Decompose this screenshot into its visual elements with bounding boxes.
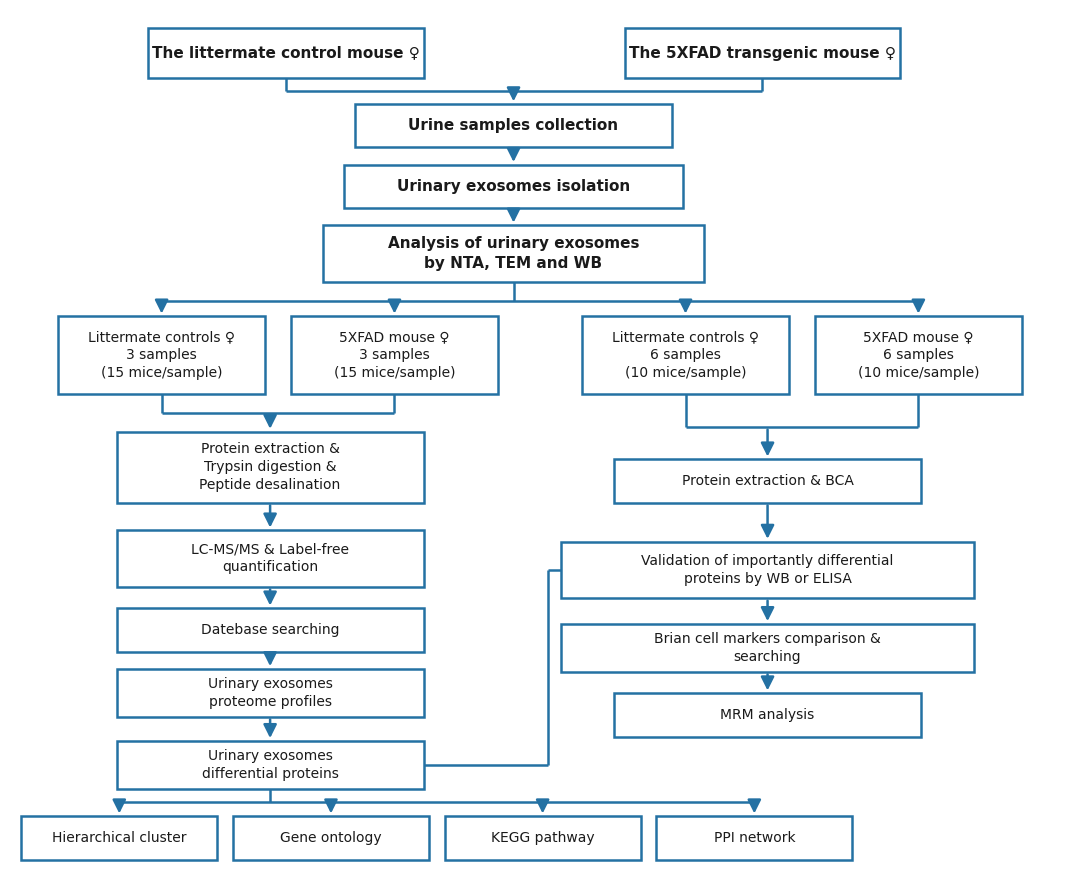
FancyBboxPatch shape [22,816,217,859]
FancyBboxPatch shape [292,316,498,394]
Text: Protein extraction &
Trypsin digestion &
Peptide desalination: Protein extraction & Trypsin digestion &… [200,442,340,492]
Text: Urinary exosomes
proteome profiles: Urinary exosomes proteome profiles [207,677,333,709]
Text: KEGG pathway: KEGG pathway [490,831,594,845]
FancyBboxPatch shape [148,28,423,78]
Text: 5XFAD mouse ♀
3 samples
(15 mice/sample): 5XFAD mouse ♀ 3 samples (15 mice/sample) [334,331,456,380]
Text: MRM analysis: MRM analysis [720,708,814,722]
Text: Littermate controls ♀
3 samples
(15 mice/sample): Littermate controls ♀ 3 samples (15 mice… [89,331,235,380]
FancyBboxPatch shape [615,693,921,736]
FancyBboxPatch shape [117,530,423,587]
FancyBboxPatch shape [323,225,704,282]
FancyBboxPatch shape [562,542,974,598]
FancyBboxPatch shape [615,460,921,503]
Text: Gene ontology: Gene ontology [280,831,381,845]
FancyBboxPatch shape [345,164,683,208]
Text: Urinary exosomes isolation: Urinary exosomes isolation [397,179,630,194]
Text: Urinary exosomes
differential proteins: Urinary exosomes differential proteins [202,749,338,781]
FancyBboxPatch shape [445,816,640,859]
Text: LC-MS/MS & Label-free
quantification: LC-MS/MS & Label-free quantification [191,543,349,575]
Text: Hierarchical cluster: Hierarchical cluster [52,831,187,845]
Text: Brian cell markers comparison &
searching: Brian cell markers comparison & searchin… [654,632,881,664]
FancyBboxPatch shape [233,816,429,859]
Text: Datebase searching: Datebase searching [201,623,339,637]
FancyBboxPatch shape [117,669,423,717]
Text: 5XFAD mouse ♀
6 samples
(10 mice/sample): 5XFAD mouse ♀ 6 samples (10 mice/sample) [858,331,980,380]
Text: Littermate controls ♀
6 samples
(10 mice/sample): Littermate controls ♀ 6 samples (10 mice… [612,331,759,380]
Text: The littermate control mouse ♀: The littermate control mouse ♀ [152,45,420,60]
FancyBboxPatch shape [815,316,1022,394]
Text: Analysis of urinary exosomes
by NTA, TEM and WB: Analysis of urinary exosomes by NTA, TEM… [388,237,639,271]
FancyBboxPatch shape [657,816,852,859]
FancyBboxPatch shape [117,608,423,652]
Text: PPI network: PPI network [714,831,795,845]
FancyBboxPatch shape [562,624,974,672]
FancyBboxPatch shape [117,431,423,503]
Text: Validation of importantly differential
proteins by WB or ELISA: Validation of importantly differential p… [642,554,894,586]
FancyBboxPatch shape [582,316,788,394]
FancyBboxPatch shape [624,28,900,78]
Text: Urine samples collection: Urine samples collection [408,118,619,133]
FancyBboxPatch shape [354,104,672,148]
Text: Protein extraction & BCA: Protein extraction & BCA [681,474,853,488]
Text: The 5XFAD transgenic mouse ♀: The 5XFAD transgenic mouse ♀ [629,45,895,60]
FancyBboxPatch shape [58,316,265,394]
FancyBboxPatch shape [117,741,423,789]
